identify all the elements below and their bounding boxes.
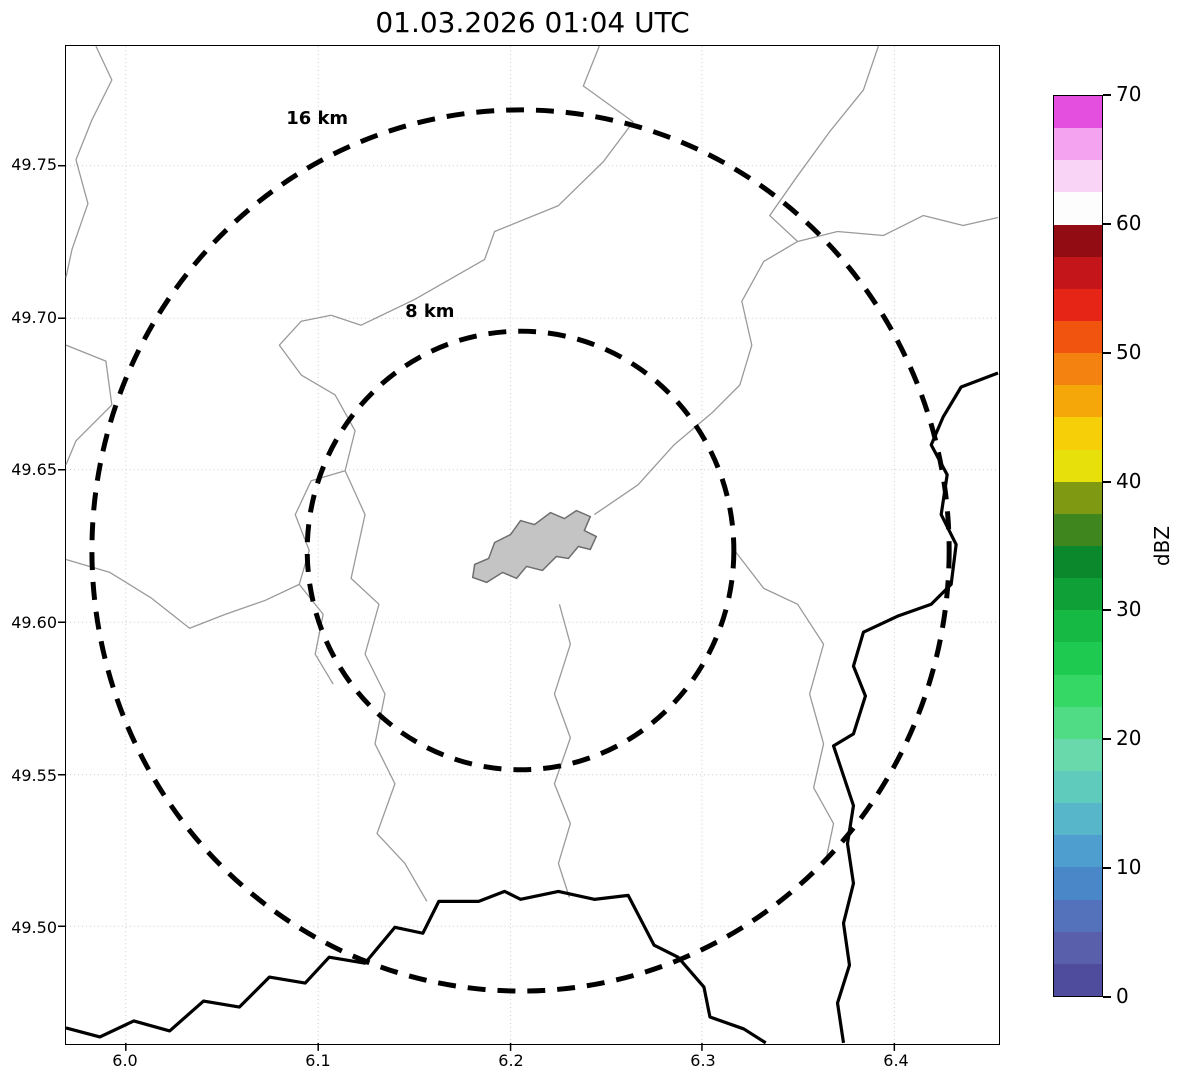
colorbar-band bbox=[1054, 481, 1102, 514]
y-tick-label: 49.50 bbox=[11, 918, 57, 937]
colorbar-band bbox=[1054, 963, 1102, 996]
colorbar-tick-mark bbox=[1103, 867, 1111, 869]
ring-label-16km: 16 km bbox=[286, 108, 348, 129]
colorbar-band bbox=[1054, 96, 1102, 129]
river-lines bbox=[65, 45, 999, 902]
colorbar-tick-label: 20 bbox=[1116, 726, 1142, 750]
city-boundary-polygon bbox=[471, 509, 598, 584]
colorbar-band bbox=[1054, 642, 1102, 675]
colorbar-band bbox=[1054, 128, 1102, 161]
colorbar-band bbox=[1054, 803, 1102, 836]
colorbar-band bbox=[1054, 835, 1102, 868]
colorbar-tick-mark bbox=[1103, 481, 1111, 483]
colorbar-band bbox=[1054, 738, 1102, 771]
y-tick-label: 49.60 bbox=[11, 613, 57, 632]
colorbar-band bbox=[1054, 545, 1102, 579]
colorbar-band bbox=[1054, 385, 1102, 418]
colorbar-tick-label: 10 bbox=[1116, 855, 1142, 879]
colorbar-band bbox=[1054, 224, 1102, 257]
colorbar-band bbox=[1054, 256, 1102, 289]
colorbar-band bbox=[1054, 610, 1102, 643]
colorbar-band bbox=[1054, 578, 1102, 611]
colorbar-band bbox=[1054, 320, 1102, 354]
range-ring-16km bbox=[89, 107, 952, 994]
range-ring-8km bbox=[304, 328, 737, 773]
colorbar-band bbox=[1054, 899, 1102, 932]
y-tick-label: 49.70 bbox=[11, 308, 57, 327]
colorbar-tick-mark bbox=[1103, 352, 1111, 354]
colorbar-band bbox=[1054, 931, 1102, 964]
colorbar-tick-mark bbox=[1103, 223, 1111, 225]
colorbar-tick-mark bbox=[1103, 996, 1111, 998]
colorbar-band bbox=[1054, 770, 1102, 804]
figure-title: 01.03.2026 01:04 UTC bbox=[375, 6, 690, 39]
colorbar-tick-mark bbox=[1103, 738, 1111, 740]
colorbar-tick-label: 70 bbox=[1116, 82, 1142, 106]
colorbar-band bbox=[1054, 674, 1102, 707]
colorbar-band bbox=[1054, 192, 1102, 225]
map-panel: 16 km 8 km bbox=[58, 45, 1000, 1051]
x-tick-label: 6.0 bbox=[112, 1051, 138, 1070]
colorbar-band bbox=[1054, 706, 1102, 739]
colorbar-tick-label: 60 bbox=[1116, 211, 1142, 235]
colorbar-gradient bbox=[1053, 95, 1103, 997]
x-tick-label: 6.2 bbox=[498, 1051, 524, 1070]
colorbar-band bbox=[1054, 160, 1102, 193]
colorbar-band bbox=[1054, 513, 1102, 546]
colorbar-tick-label: 50 bbox=[1116, 340, 1142, 364]
colorbar-tick-mark bbox=[1103, 94, 1111, 96]
colorbar-band bbox=[1054, 353, 1102, 386]
y-tick-label: 49.75 bbox=[11, 155, 57, 174]
colorbar-tick-mark bbox=[1103, 609, 1111, 611]
x-tick-label: 6.3 bbox=[690, 1051, 716, 1070]
y-tick-label: 49.65 bbox=[11, 460, 57, 479]
colorbar-tick-label: 30 bbox=[1116, 597, 1142, 621]
colorbar-tick-label: 0 bbox=[1116, 984, 1129, 1008]
x-tick-marks bbox=[125, 1042, 896, 1051]
colorbar-axis-label: dBZ bbox=[1150, 525, 1174, 567]
map-canvas: 16 km 8 km bbox=[58, 45, 999, 1051]
border-lines bbox=[65, 371, 999, 1045]
colorbar-band bbox=[1054, 417, 1102, 450]
x-tick-label: 6.1 bbox=[305, 1051, 331, 1070]
y-tick-marks bbox=[58, 164, 66, 928]
colorbar-band bbox=[1054, 288, 1102, 321]
colorbar-band bbox=[1054, 449, 1102, 482]
y-tick-label: 49.55 bbox=[11, 766, 57, 785]
colorbar-tick-label: 40 bbox=[1116, 469, 1142, 493]
ring-label-8km: 8 km bbox=[405, 301, 454, 322]
colorbar-band bbox=[1054, 867, 1102, 900]
x-tick-label: 6.4 bbox=[883, 1051, 909, 1070]
